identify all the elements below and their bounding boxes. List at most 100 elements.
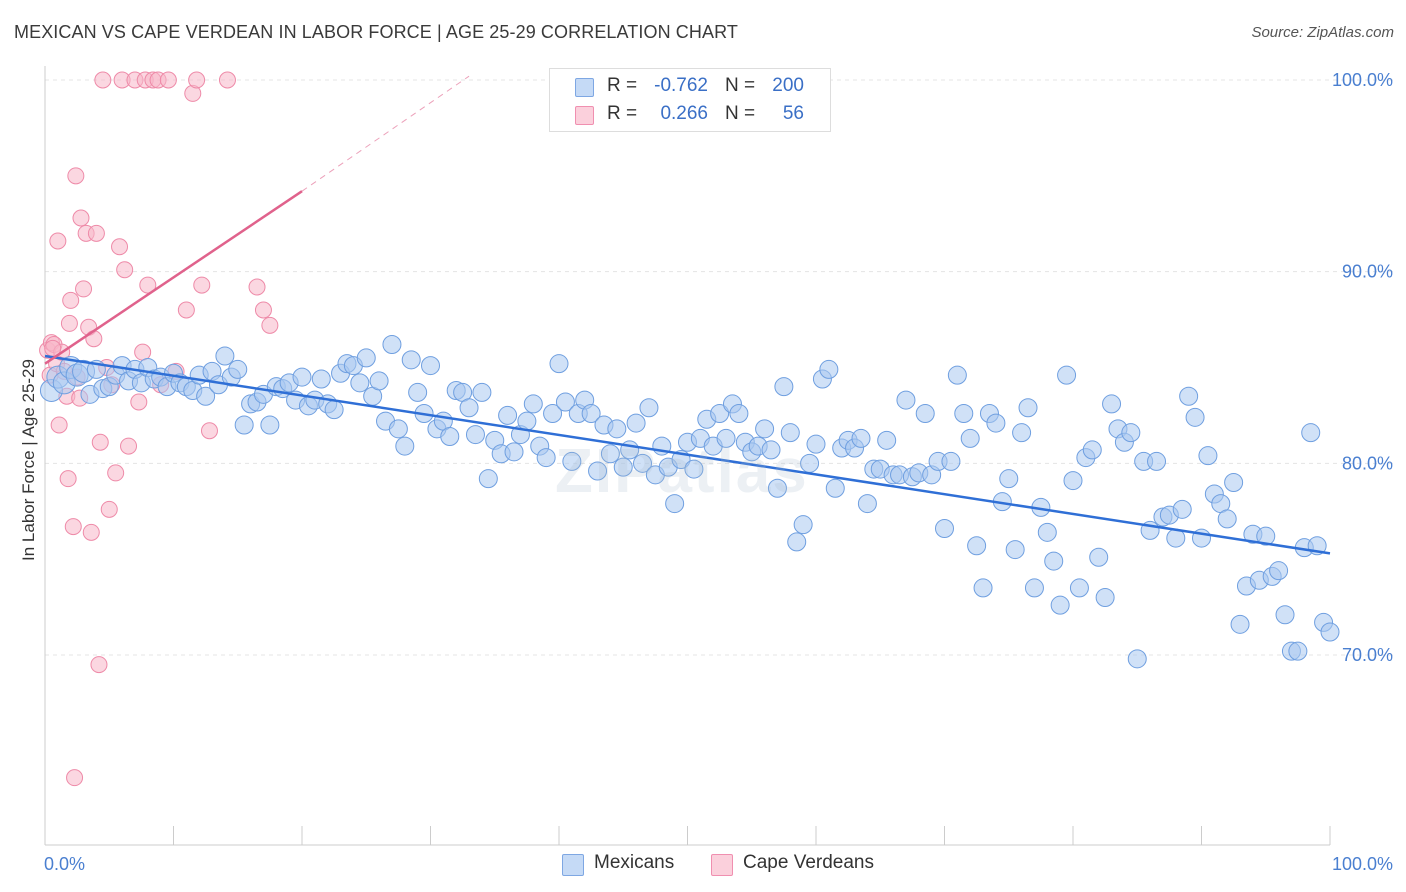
data-point-mexican [755, 419, 775, 439]
data-point-mexican [1102, 394, 1122, 414]
data-point-mexican [1050, 595, 1070, 615]
data-point-mexican [465, 425, 485, 445]
data-point-cape-verdean [177, 301, 195, 319]
x-tick-label: 100.0% [1332, 854, 1393, 874]
data-point-mexican [260, 415, 280, 435]
data-point-mexican [196, 386, 216, 406]
data-point-cape-verdean [116, 261, 134, 279]
data-point-mexican [806, 434, 826, 454]
data-point-mexican [607, 419, 627, 439]
correlation-legend: R = -0.762 N = 200 R = 0.266 N = 56 [549, 68, 831, 132]
data-point-mexican [1230, 614, 1250, 634]
data-point-mexican [562, 451, 582, 471]
trend-line-cape-verdeans [44, 190, 303, 365]
legend-r-value: -0.762 [654, 75, 708, 96]
data-point-mexican [1127, 649, 1147, 669]
data-point-mexican [1288, 641, 1308, 661]
data-point-mexican [1063, 471, 1083, 491]
data-point-mexican [350, 373, 370, 393]
data-point-mexican [1082, 440, 1102, 460]
data-point-mexican [716, 428, 736, 448]
data-point-cape-verdean [62, 291, 80, 309]
y-tick-label: 90.0% [1342, 262, 1393, 282]
data-point-mexican [1089, 547, 1109, 567]
data-point-mexican [986, 413, 1006, 433]
legend-r-label: R = [607, 75, 638, 96]
data-point-mexican [954, 404, 974, 423]
trend-lines [44, 75, 1331, 555]
data-point-mexican [915, 404, 935, 423]
legend-swatch-cape-verdeans [711, 854, 733, 876]
legend-n-value: 56 [782, 103, 804, 124]
data-point-cape-verdean [50, 416, 68, 434]
data-point-mexican [600, 444, 620, 464]
data-point-mexican [1217, 509, 1237, 529]
data-point-mexican [382, 335, 402, 354]
data-point-mexican [710, 404, 730, 423]
legend-n-label: N = [725, 103, 756, 124]
data-point-cape-verdean [60, 314, 78, 332]
data-point-mexican [1256, 526, 1276, 546]
data-point-mexican [1121, 423, 1141, 443]
data-point-mexican [555, 392, 575, 412]
gridlines [45, 79, 1395, 656]
data-point-mexican [787, 532, 807, 552]
data-point-mexican [851, 428, 871, 448]
data-point-mexican [1198, 446, 1218, 466]
data-point-mexican [857, 494, 877, 514]
data-point-cape-verdean [94, 71, 112, 89]
data-point-cape-verdean [130, 393, 148, 411]
data-point-mexican [1012, 423, 1032, 443]
data-point-mexican [1147, 451, 1167, 471]
data-point-mexican [613, 457, 633, 477]
data-point-cape-verdean [82, 523, 100, 541]
data-point-mexican [504, 442, 524, 462]
data-point-mexican [793, 515, 813, 535]
tick-labels: 70.0% 80.0% 90.0% 100.0% 0.0% 100.0% [44, 70, 1393, 874]
data-point-cape-verdean [72, 209, 90, 227]
data-point-cape-verdean [87, 224, 105, 242]
data-point-cape-verdean [91, 433, 109, 451]
data-point-mexican [543, 404, 563, 423]
data-point-mexican [684, 459, 704, 479]
axes [44, 66, 1331, 846]
data-point-mexican [761, 440, 781, 460]
data-point-cape-verdean [193, 276, 211, 294]
data-point-mexican [626, 413, 646, 433]
data-point-cape-verdean [90, 656, 108, 674]
y-tick-label: 100.0% [1332, 70, 1393, 90]
data-point-mexican [408, 382, 428, 402]
data-point-cape-verdean [218, 71, 236, 89]
legend-n-value: 200 [772, 75, 804, 96]
data-point-mexican [1320, 622, 1340, 642]
data-point-mexican [819, 359, 839, 379]
data-point-mexican [1185, 407, 1205, 427]
data-point-mexican [421, 356, 440, 376]
data-point-mexican [234, 415, 254, 435]
data-point-cape-verdean [159, 71, 177, 89]
data-point-mexican [440, 427, 460, 446]
data-point-mexican [401, 350, 421, 370]
data-point-cape-verdean [139, 276, 157, 294]
data-point-cape-verdean [248, 278, 266, 296]
data-point-mexican [549, 354, 569, 374]
data-point-mexican [388, 419, 408, 439]
data-point-mexican [1179, 386, 1199, 406]
trend-extension-cape-verdeans [301, 75, 470, 192]
data-point-cape-verdean [107, 464, 125, 482]
data-point-mexican [774, 377, 794, 397]
data-point-mexican [967, 536, 987, 556]
source-credit: Source: ZipAtlas.com [1251, 24, 1394, 41]
data-point-mexican [228, 359, 248, 379]
data-point-cape-verdean [66, 769, 84, 787]
data-point-mexican [1037, 522, 1057, 542]
data-point-mexican [523, 394, 543, 414]
data-point-mexican [1095, 588, 1115, 607]
data-point-cape-verdean [188, 71, 206, 89]
watermark: ZIPatlas [555, 437, 809, 506]
data-point-cape-verdean [100, 500, 118, 518]
data-point-mexican [324, 400, 344, 420]
data-point-mexican [960, 428, 980, 448]
x-tick-label: 0.0% [44, 854, 85, 874]
